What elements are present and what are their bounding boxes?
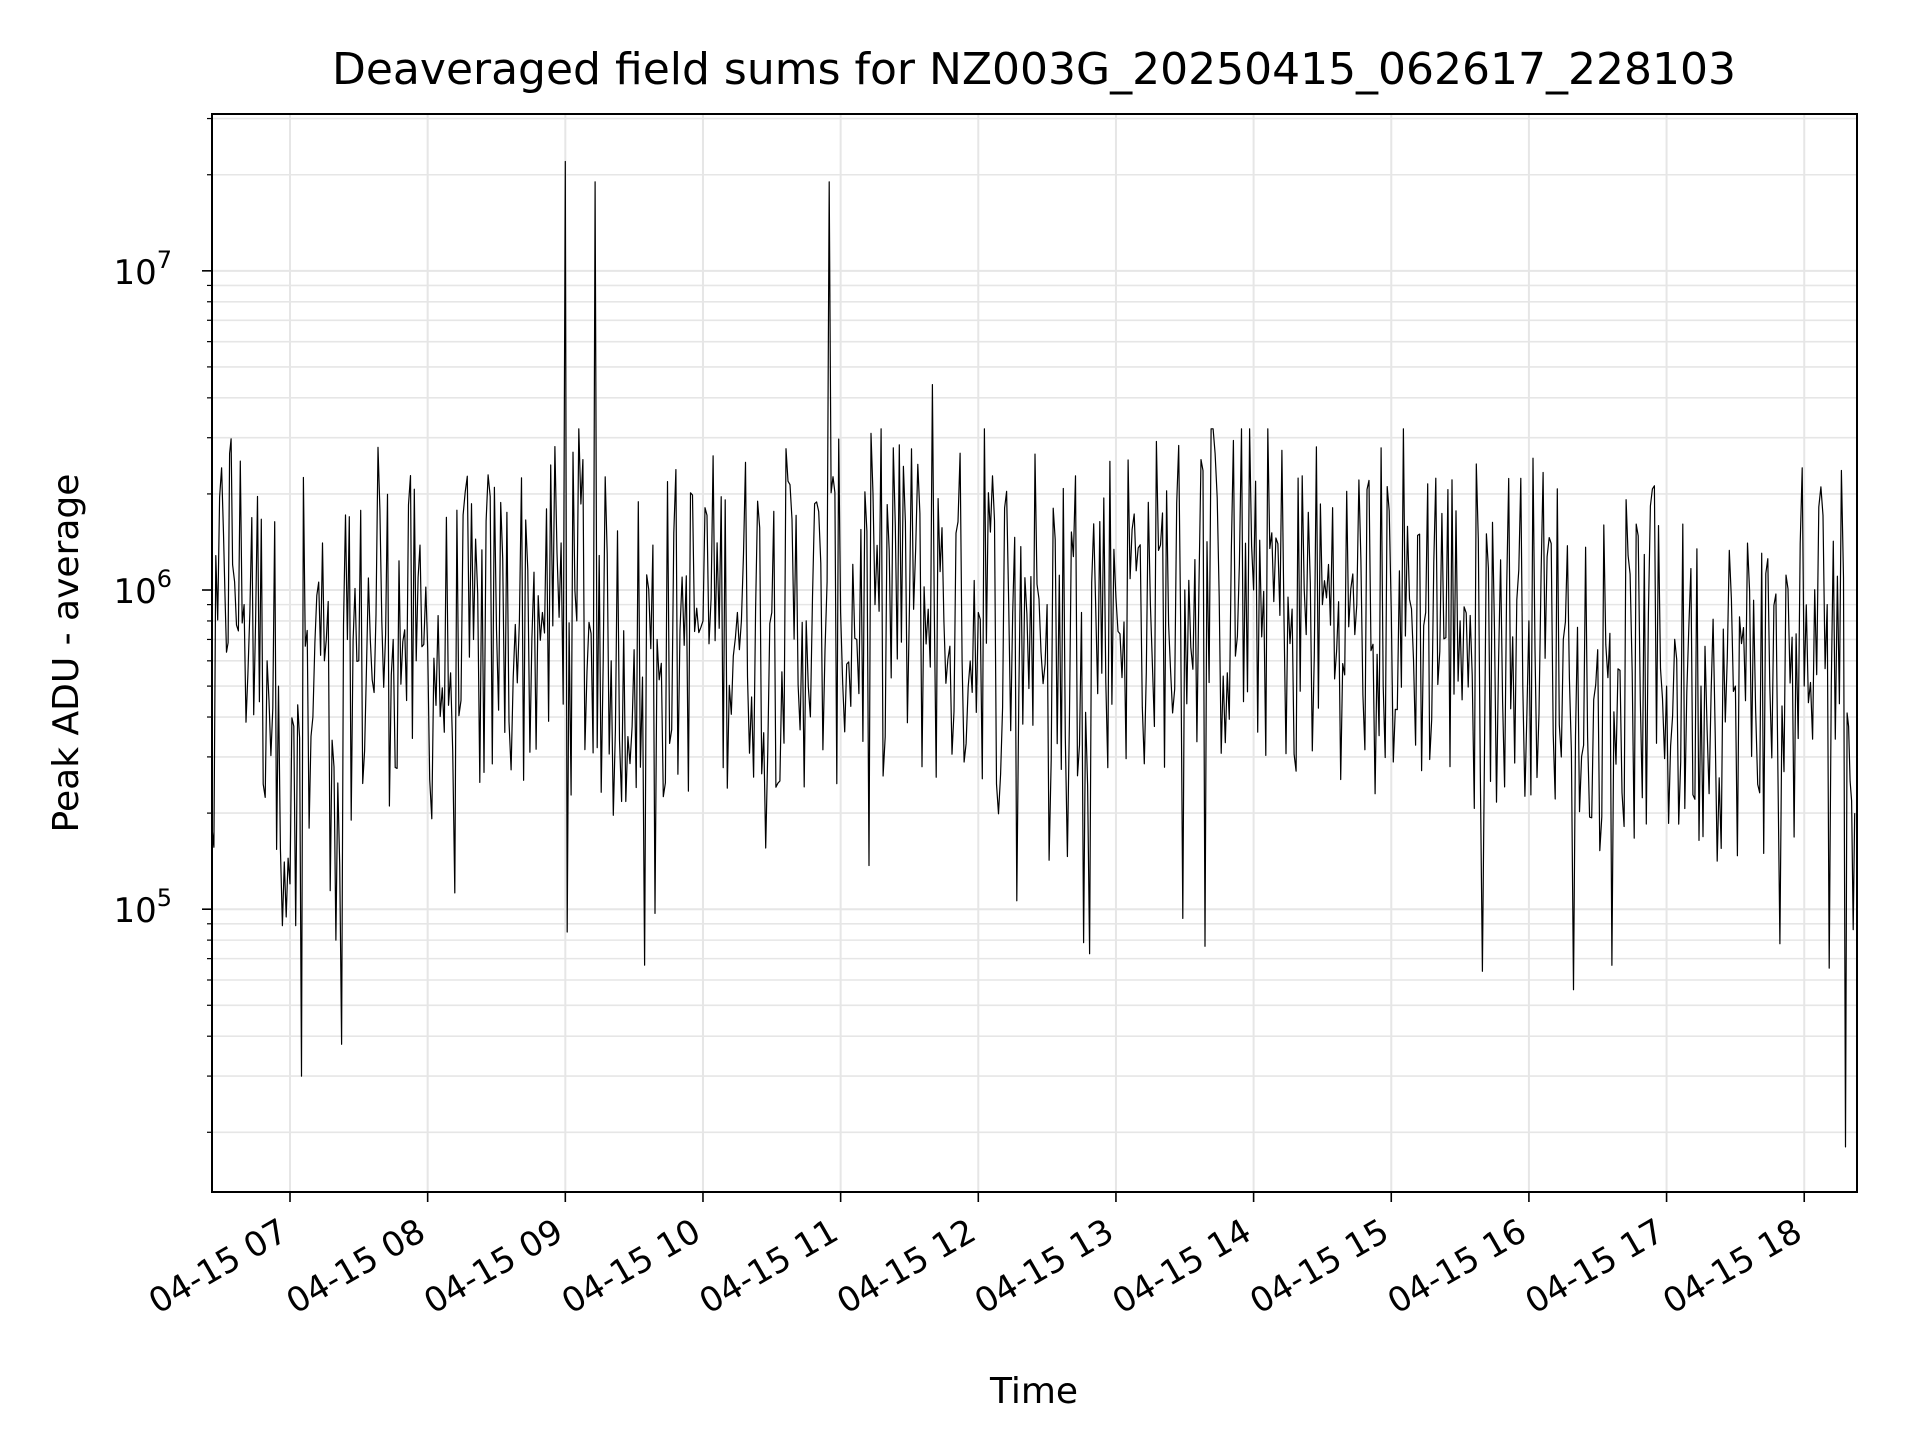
grid-lines — [212, 114, 1857, 1192]
y-axis: 105 106 107 — [113, 117, 212, 1133]
x-axis-label: Time — [989, 1371, 1078, 1412]
series-layer — [211, 160, 1856, 1148]
y-tick-label: 106 — [113, 565, 172, 612]
y-axis-label: Peak ADU - average — [46, 474, 87, 833]
y-tick-label: 107 — [113, 246, 172, 293]
series-line — [211, 160, 1856, 1148]
plot-frame — [211, 113, 1858, 1193]
y-tick-label: 105 — [113, 884, 172, 931]
chart-title: Deaveraged field sums for NZ003G_2025041… — [332, 44, 1736, 95]
